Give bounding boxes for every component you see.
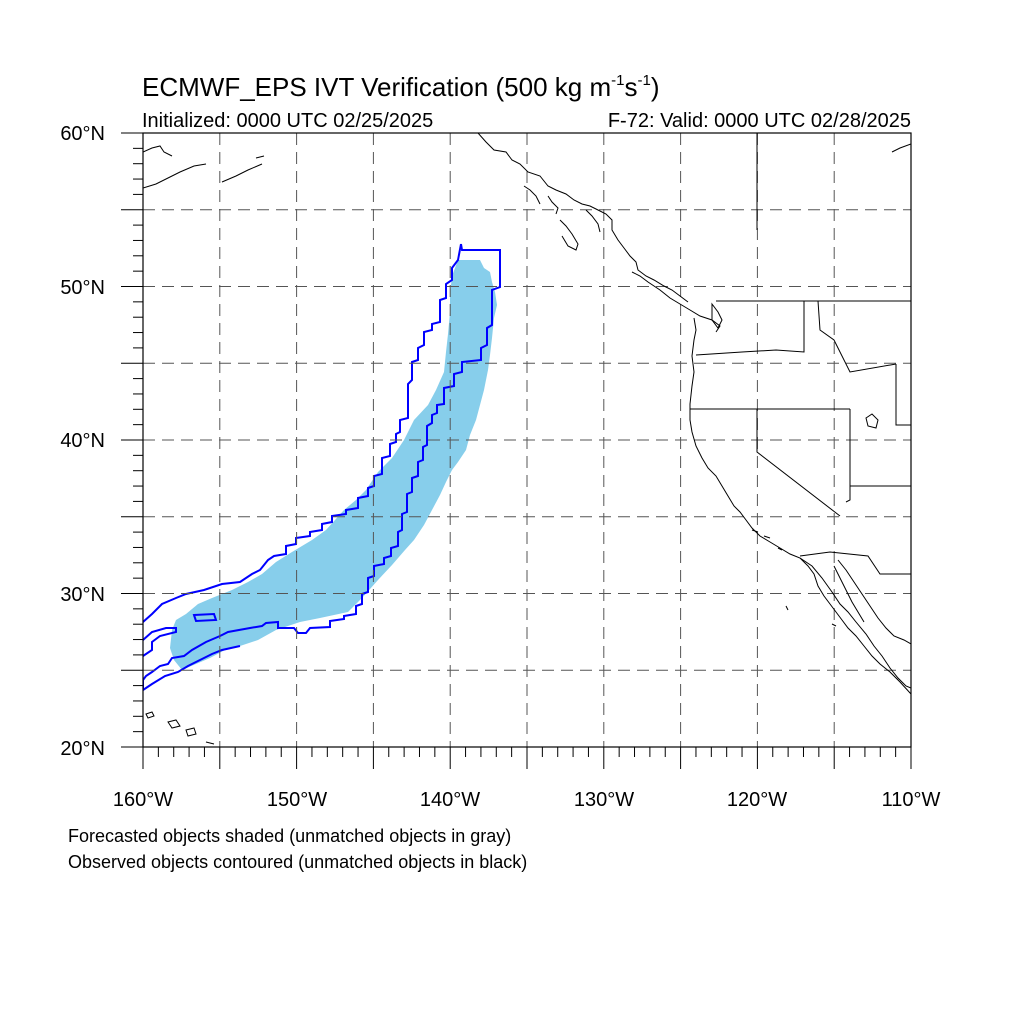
observed-object-contour	[143, 243, 501, 692]
border-nv-ut	[845, 409, 851, 503]
channel-islands	[751, 529, 837, 627]
valid-time: F-72: Valid: 0000 UTC 02/28/2025	[607, 110, 911, 132]
border-wa-or	[695, 301, 805, 356]
alaska-islands	[523, 185, 601, 251]
pacific-nw-top-right	[891, 143, 911, 153]
lon-label-110w: 110°W	[882, 789, 941, 811]
hawaii-islands	[145, 711, 215, 745]
initialized-time: Initialized: 0000 UTC 02/25/2025	[142, 110, 434, 132]
grid-lines	[143, 133, 911, 747]
footnote-forecast: Forecasted objects shaded (unmatched obj…	[68, 826, 512, 846]
footnote-observed: Observed objects contoured (unmatched ob…	[68, 852, 528, 872]
observed-object-small-loop	[192, 612, 218, 623]
west-coast	[689, 317, 911, 695]
observed-object-group	[143, 243, 501, 692]
lon-label-120w: 120°W	[727, 789, 787, 811]
forecast-object-shaded	[170, 260, 497, 670]
lat-label-30: 30°N	[60, 584, 105, 606]
bc-island	[711, 302, 723, 329]
observed-object-contour-lower-left	[143, 627, 177, 657]
border-ca-nv	[756, 409, 841, 517]
lon-label-130w: 130°W	[574, 789, 634, 811]
sea-of-cortez-coast	[833, 565, 865, 623]
border-us-mexico	[799, 551, 911, 575]
alaska-coast	[477, 133, 689, 303]
longitude-labels: 160°W 150°W 140°W 130°W 120°W 110°W	[113, 789, 941, 811]
chart-title: ECMWF_EPS IVT Verification (500 kg m-1s-…	[142, 72, 660, 102]
lon-label-150w: 150°W	[267, 789, 327, 811]
border-id-mt	[817, 300, 897, 373]
lon-label-140w: 140°W	[420, 789, 480, 811]
baja-peninsula	[799, 557, 911, 689]
lat-label-60: 60°N	[60, 123, 105, 145]
lon-label-160w: 160°W	[113, 789, 173, 811]
mainland-mexico-coast	[837, 559, 911, 645]
lat-label-20: 20°N	[60, 738, 105, 760]
political-borders	[690, 133, 911, 575]
border-wy	[895, 364, 911, 426]
latitude-labels: 60°N 50°N 40°N 30°N 20°N	[60, 123, 105, 760]
observed-object-contour-upper	[143, 243, 462, 623]
axis-ticks	[121, 132, 912, 769]
lat-label-50: 50°N	[60, 277, 105, 299]
aleutian-coast	[143, 145, 265, 189]
bc-coast	[631, 271, 721, 333]
great-salt-lake	[865, 413, 879, 429]
forecast-object-group	[170, 260, 497, 670]
lat-label-40: 40°N	[60, 430, 105, 452]
